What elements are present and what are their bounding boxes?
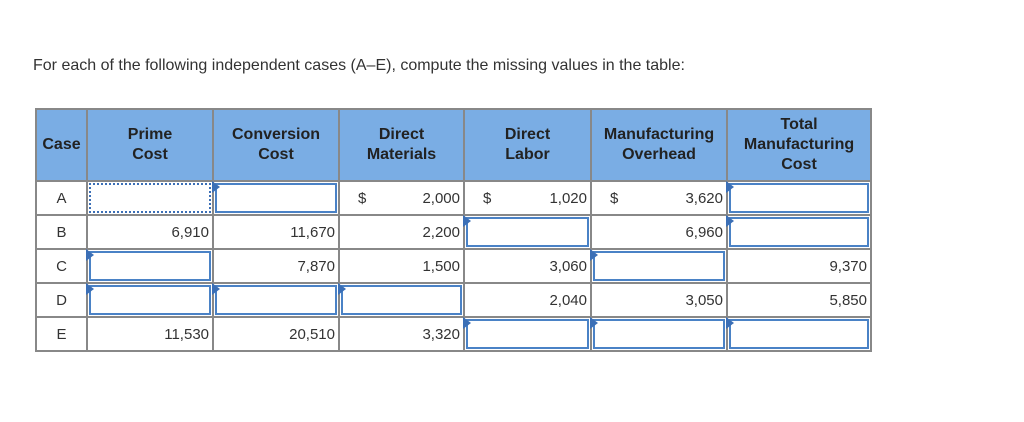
case-label: A bbox=[35, 180, 88, 216]
cell-a-direct-labor: $1,020 bbox=[463, 180, 592, 216]
cost-table: Case Prime Cost Conversion Cost Direct Mate… bbox=[35, 108, 872, 352]
input-marker-icon bbox=[726, 317, 734, 329]
input-marker-icon bbox=[726, 215, 734, 227]
case-label: E bbox=[35, 316, 88, 352]
input-e-manufacturing-overhead[interactable] bbox=[590, 316, 728, 352]
cell-e-direct-materials: 3,320 bbox=[338, 316, 465, 352]
header-total-manufacturing-cost: Total Manufacturing Cost bbox=[726, 108, 872, 182]
header-conversion-cost: Conversion Cost bbox=[212, 108, 340, 182]
header-row: Case Prime Cost Conversion Cost Direct Mate… bbox=[35, 108, 872, 182]
input-a-conversion-cost[interactable] bbox=[212, 180, 340, 216]
cell-c-total-manufacturing-cost: 9,370 bbox=[726, 248, 872, 284]
cell-c-direct-materials: 1,500 bbox=[338, 248, 465, 284]
header-manufacturing-overhead: Manufacturing Overhead bbox=[590, 108, 728, 182]
input-d-direct-materials[interactable] bbox=[338, 282, 465, 318]
cell-d-total-manufacturing-cost: 5,850 bbox=[726, 282, 872, 318]
input-e-direct-labor[interactable] bbox=[463, 316, 592, 352]
cell-a-manufacturing-overhead: $3,620 bbox=[590, 180, 728, 216]
cell-b-conversion-cost: 11,670 bbox=[212, 214, 340, 250]
header-case: Case bbox=[35, 108, 88, 182]
input-b-direct-labor[interactable] bbox=[463, 214, 592, 250]
cell-a-direct-materials: $2,000 bbox=[338, 180, 465, 216]
case-label: C bbox=[35, 248, 88, 284]
table-row-c: C 7,870 1,500 3,060 9,370 bbox=[35, 248, 872, 284]
input-d-prime-cost[interactable] bbox=[86, 282, 214, 318]
cell-d-direct-labor: 2,040 bbox=[463, 282, 592, 318]
input-c-prime-cost[interactable] bbox=[86, 248, 214, 284]
input-b-total-manufacturing-cost[interactable] bbox=[726, 214, 872, 250]
input-marker-icon bbox=[463, 317, 471, 329]
table-row-a: A $2,000 $1,020 $3,620 bbox=[35, 180, 872, 216]
input-marker-icon bbox=[212, 181, 220, 193]
cell-e-prime-cost: 11,530 bbox=[86, 316, 214, 352]
table-row-b: B 6,910 11,670 2,200 6,960 bbox=[35, 214, 872, 250]
input-e-total-manufacturing-cost[interactable] bbox=[726, 316, 872, 352]
input-marker-icon bbox=[338, 283, 346, 295]
cell-c-conversion-cost: 7,870 bbox=[212, 248, 340, 284]
header-prime-cost: Prime Cost bbox=[86, 108, 214, 182]
cell-b-prime-cost: 6,910 bbox=[86, 214, 214, 250]
input-marker-icon bbox=[726, 181, 734, 193]
input-marker-icon bbox=[86, 249, 94, 261]
input-marker-icon bbox=[590, 249, 598, 261]
input-marker-icon bbox=[590, 317, 598, 329]
instructions-text: For each of the following independent ca… bbox=[33, 57, 685, 74]
header-direct-labor: Direct Labor bbox=[463, 108, 592, 182]
input-d-conversion-cost[interactable] bbox=[212, 282, 340, 318]
input-a-total-manufacturing-cost[interactable] bbox=[726, 180, 872, 216]
cell-b-manufacturing-overhead: 6,960 bbox=[590, 214, 728, 250]
header-direct-materials: Direct Materials bbox=[338, 108, 465, 182]
input-marker-icon bbox=[86, 283, 94, 295]
case-label: B bbox=[35, 214, 88, 250]
case-label: D bbox=[35, 282, 88, 318]
input-marker-icon bbox=[212, 283, 220, 295]
cell-b-direct-materials: 2,200 bbox=[338, 214, 465, 250]
input-marker-icon bbox=[463, 215, 471, 227]
input-c-manufacturing-overhead[interactable] bbox=[590, 248, 728, 284]
table-row-d: D 2,040 3,050 5,850 bbox=[35, 282, 872, 318]
cell-c-direct-labor: 3,060 bbox=[463, 248, 592, 284]
cell-e-conversion-cost: 20,510 bbox=[212, 316, 340, 352]
cell-d-manufacturing-overhead: 3,050 bbox=[590, 282, 728, 318]
input-a-prime-cost[interactable] bbox=[86, 180, 214, 216]
table-row-e: E 11,530 20,510 3,320 bbox=[35, 316, 872, 352]
